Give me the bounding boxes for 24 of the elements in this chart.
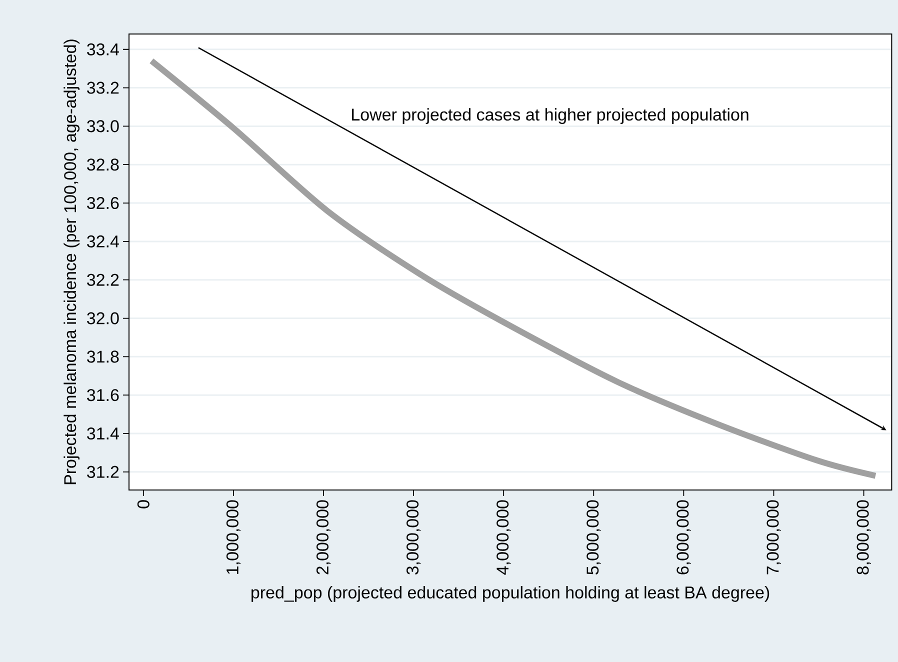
x-tick-label: 1,000,000 xyxy=(226,500,240,574)
y-tick-label: 32.6 xyxy=(87,197,119,210)
annotation: Lower projected cases at higher projected population xyxy=(352,108,748,124)
y-tick-label: 31.6 xyxy=(87,389,119,402)
y-tick-label: 31.4 xyxy=(87,428,119,440)
y-tick-label: 32.4 xyxy=(87,235,119,248)
x-tick-label: 4,000,000 xyxy=(496,500,511,575)
y-tick-label: 32.2 xyxy=(87,274,119,286)
y-tick-label: 33.2 xyxy=(87,82,119,94)
y-tick-label: 33.0 xyxy=(87,120,119,132)
y-tick-label: 31.8 xyxy=(87,350,119,363)
x-tick-label: 7,000,000 xyxy=(766,500,781,574)
y-axis-title: Projected melanoma incidence (per 100,000, age-adjusted) xyxy=(64,40,80,484)
x-tick-label: 6,000,000 xyxy=(676,500,691,574)
y-tick-label: 33.4 xyxy=(87,43,119,56)
y-tick-label: 32.8 xyxy=(87,158,119,171)
x-tick-label: 0 xyxy=(137,500,150,508)
y-tick-label: 32.0 xyxy=(87,312,119,324)
x-tick-label: 2,000,000 xyxy=(316,500,331,574)
y-tick-label: 31.2 xyxy=(87,466,119,478)
x-tick-label: 3,000,000 xyxy=(406,500,421,575)
x-tick-label: 8,000,000 xyxy=(856,500,871,574)
x-tick-label: 5,000,000 xyxy=(586,500,601,574)
x-axis-title: pred_pop (projected educated population holding at least BA degree) xyxy=(252,586,770,602)
